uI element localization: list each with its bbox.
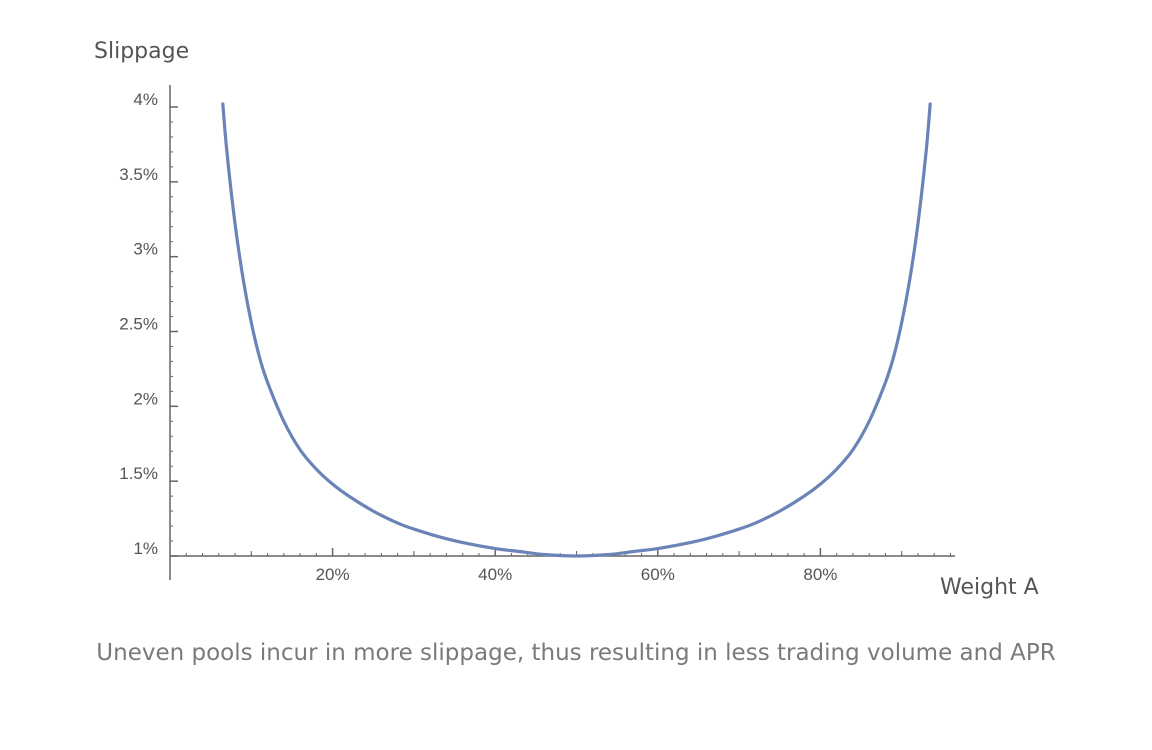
slippage-chart: 1% 1.5% 2% 2.5% 3% 3.5% 4% 20% 40% 60% 80% Slippa… (94, 39, 1039, 600)
y-tick-label: 2.5% (119, 315, 158, 334)
y-tick-label: 2% (133, 389, 158, 408)
y-axis-title: Slippage (94, 39, 189, 64)
x-axis-title: Weight A (940, 575, 1039, 600)
x-tick-label: 40% (478, 565, 512, 584)
x-tick-label: 20% (316, 565, 350, 584)
series-layer (221, 102, 932, 558)
y-tick-label: 3% (133, 240, 158, 259)
x-axis: 20% 40% 60% 80% (169, 548, 955, 584)
y-tick-label: 3.5% (119, 165, 158, 184)
y-tick-label: 4% (133, 90, 158, 109)
chart-caption: Uneven pools incur in more slippage, thu… (96, 640, 1056, 666)
x-tick-label: 60% (641, 565, 675, 584)
y-tick-label: 1.5% (119, 464, 158, 483)
slippage-curve (221, 102, 932, 558)
y-tick-label: 1% (133, 539, 158, 558)
x-tick-label: 80% (803, 565, 837, 584)
y-axis: 1% 1.5% 2% 2.5% 3% 3.5% 4% (119, 85, 178, 580)
